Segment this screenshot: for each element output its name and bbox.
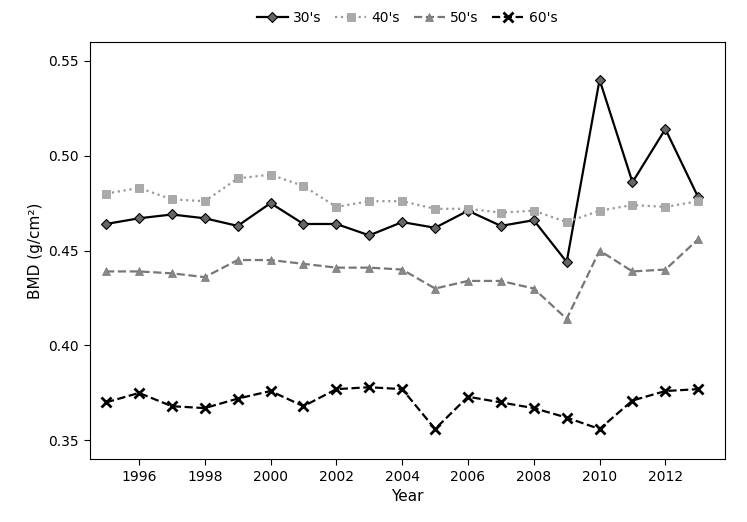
40's [102, 191, 111, 197]
40's [497, 209, 506, 216]
60's [266, 388, 275, 394]
40's [430, 206, 439, 212]
60's [102, 399, 111, 406]
60's [397, 386, 406, 392]
60's [497, 399, 506, 406]
40's [628, 202, 637, 208]
60's [661, 388, 670, 394]
50's [463, 278, 472, 284]
50's [497, 278, 506, 284]
50's [200, 274, 209, 280]
50's [299, 260, 308, 267]
40's [595, 208, 604, 214]
60's [332, 386, 341, 392]
60's [430, 426, 439, 432]
40's [562, 219, 571, 225]
50's [530, 286, 539, 292]
30's [365, 232, 374, 239]
60's [233, 396, 242, 402]
30's [628, 179, 637, 185]
30's [661, 126, 670, 132]
Line: 30's: 30's [102, 76, 701, 265]
40's [134, 185, 143, 191]
40's [167, 196, 176, 203]
X-axis label: Year: Year [391, 489, 424, 504]
30's [299, 221, 308, 227]
30's [233, 223, 242, 229]
60's [595, 426, 604, 432]
50's [562, 316, 571, 322]
30's [497, 223, 506, 229]
50's [430, 286, 439, 292]
Line: 50's: 50's [102, 235, 702, 323]
40's [233, 175, 242, 182]
30's [167, 211, 176, 218]
30's [562, 259, 571, 265]
40's [694, 198, 703, 204]
30's [430, 224, 439, 231]
Line: 40's: 40's [102, 171, 702, 226]
40's [299, 183, 308, 189]
50's [266, 257, 275, 263]
60's [365, 384, 374, 390]
50's [102, 268, 111, 275]
60's [694, 386, 703, 392]
60's [562, 414, 571, 421]
50's [332, 265, 341, 271]
50's [661, 266, 670, 272]
60's [530, 405, 539, 411]
40's [365, 198, 374, 204]
50's [397, 266, 406, 272]
30's [134, 215, 143, 221]
30's [266, 200, 275, 206]
30's [463, 208, 472, 214]
50's [694, 236, 703, 242]
30's [397, 219, 406, 225]
40's [266, 172, 275, 178]
60's [463, 394, 472, 400]
30's [102, 221, 111, 227]
60's [200, 405, 209, 411]
40's [200, 198, 209, 204]
40's [463, 206, 472, 212]
Legend: 30's, 40's, 50's, 60's: 30's, 40's, 50's, 60's [252, 7, 562, 29]
Y-axis label: BMD (g/cm²): BMD (g/cm²) [28, 203, 43, 299]
40's [397, 198, 406, 204]
30's [530, 217, 539, 223]
60's [299, 403, 308, 409]
50's [233, 257, 242, 263]
50's [628, 268, 637, 275]
30's [332, 221, 341, 227]
Line: 60's: 60's [102, 383, 703, 434]
50's [595, 247, 604, 254]
60's [628, 397, 637, 404]
30's [200, 215, 209, 221]
30's [694, 194, 703, 200]
50's [365, 265, 374, 271]
40's [332, 204, 341, 210]
50's [167, 270, 176, 277]
40's [661, 204, 670, 210]
40's [530, 208, 539, 214]
60's [167, 403, 176, 409]
60's [134, 390, 143, 396]
50's [134, 268, 143, 275]
30's [595, 77, 604, 83]
